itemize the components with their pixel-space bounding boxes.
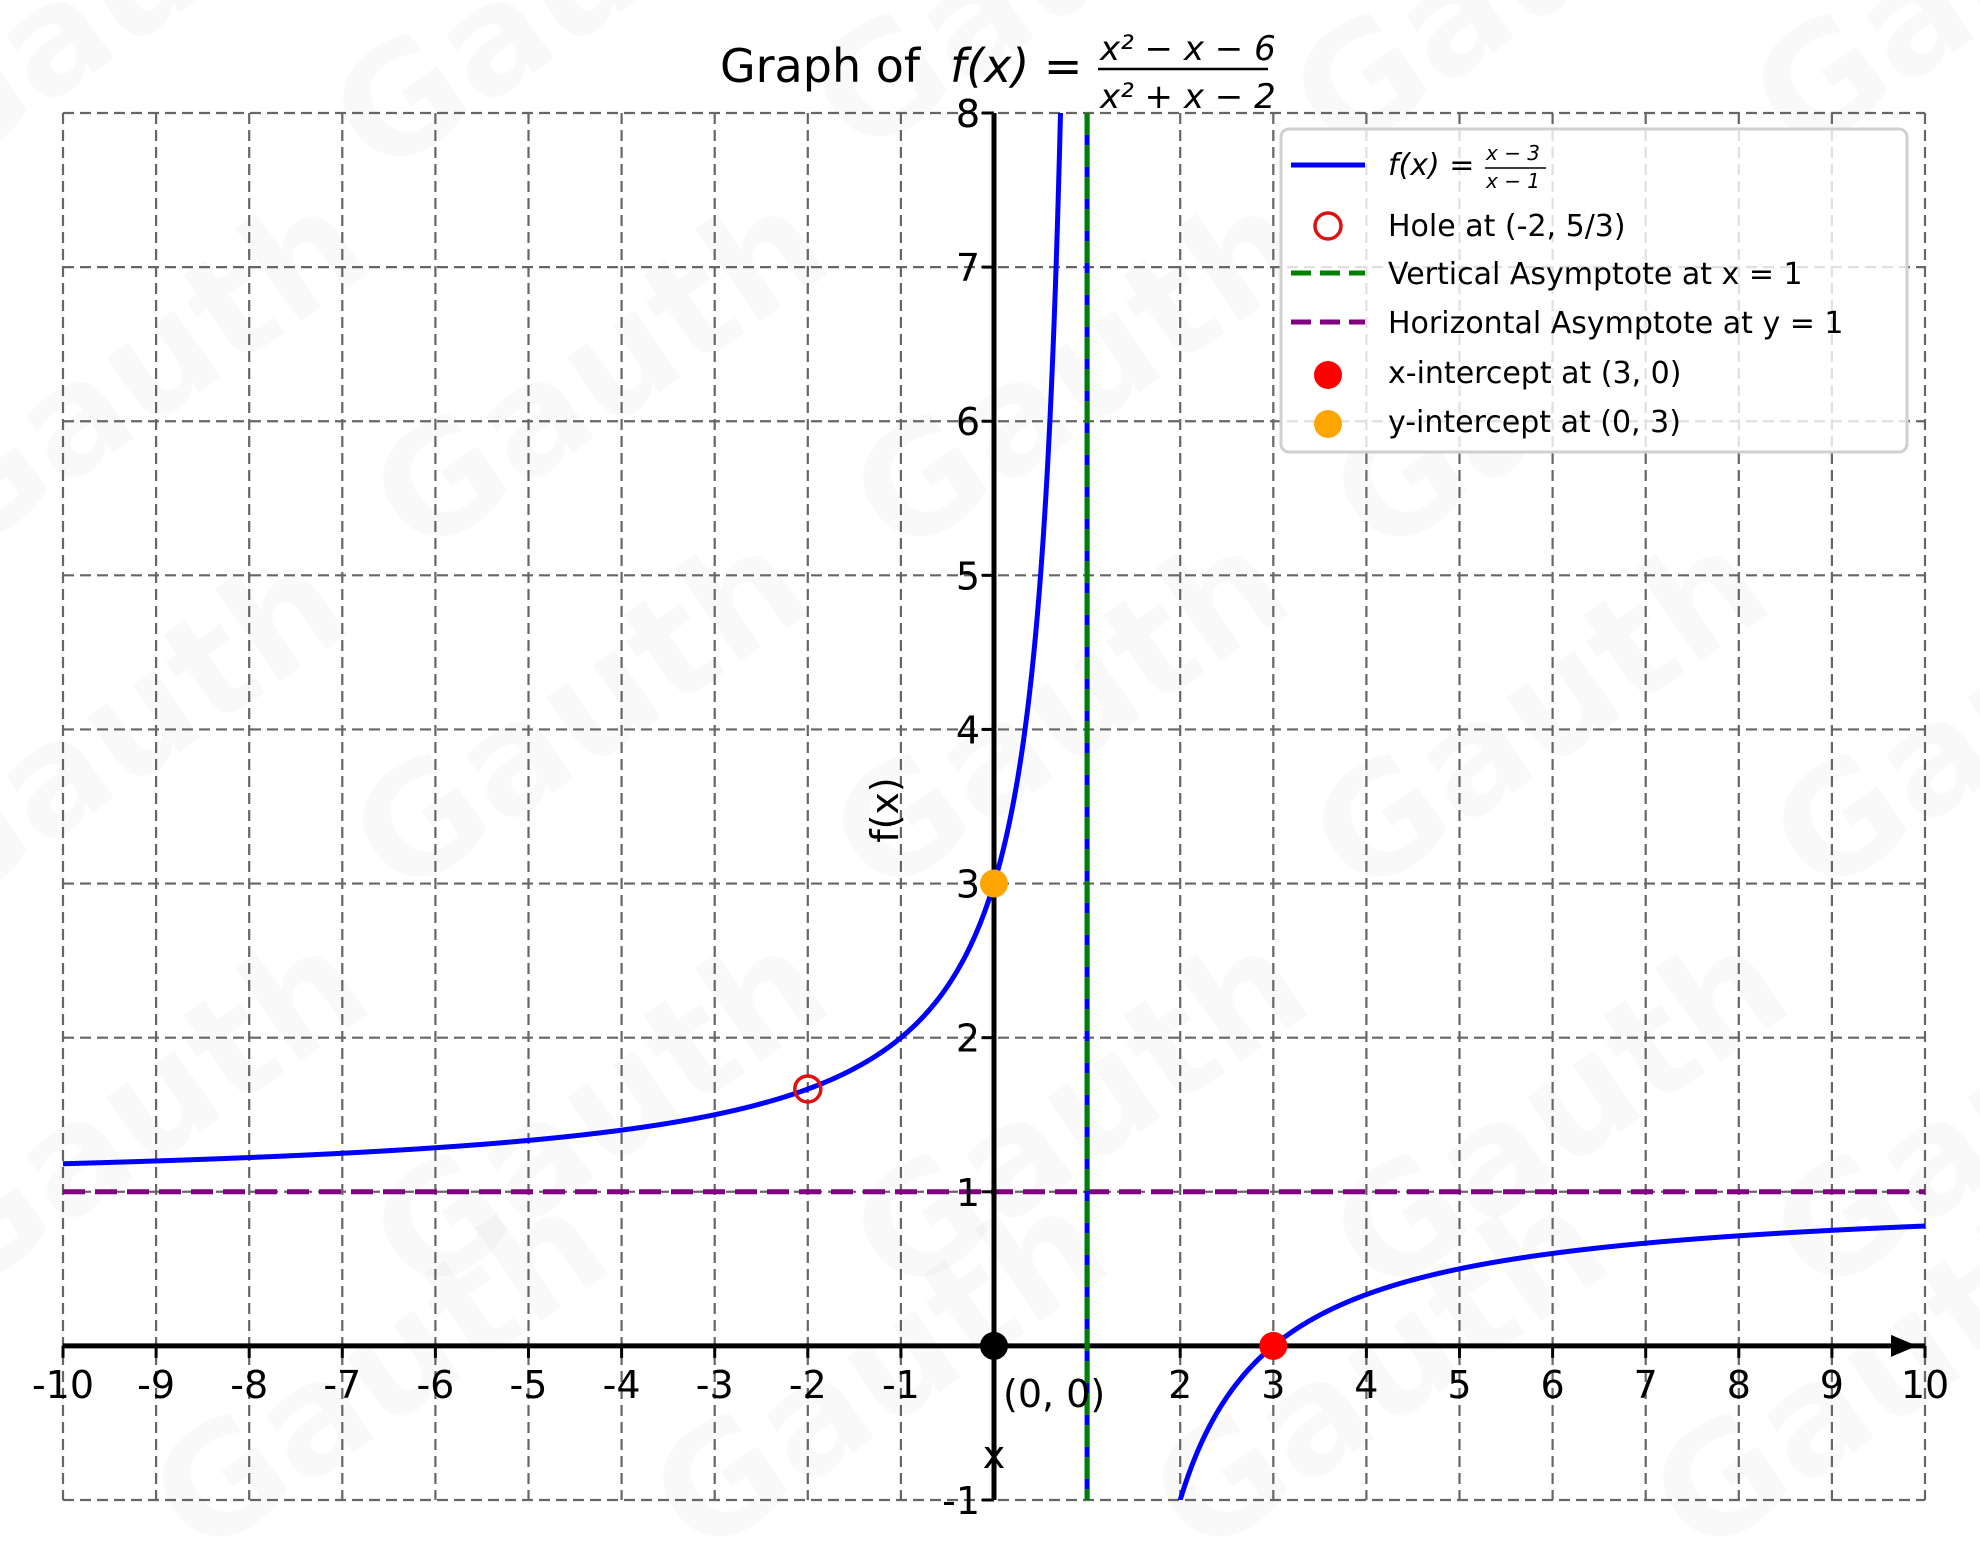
hollow-circle-icon [1313, 211, 1343, 241]
legend-box [1279, 127, 1909, 454]
legend-item-hole: Hole at (-2, 5/3) [1313, 209, 1626, 244]
x-tick-label: 10 [1901, 1363, 1949, 1407]
legend-function-num: x − 3 [1485, 141, 1540, 165]
x-tick-label: -6 [416, 1363, 454, 1407]
y-tick-label: 5 [956, 554, 980, 598]
title-denominator: x² + x − 2 [1099, 77, 1276, 117]
x-tick-label: -7 [323, 1363, 361, 1407]
y-tick-label: 6 [956, 400, 980, 444]
x-axis-arrow-icon [1891, 1334, 1917, 1357]
x-tick-label: 9 [1820, 1363, 1844, 1407]
x-axis-label: x [983, 1433, 1006, 1477]
title-numerator: x² − x − 6 [1099, 29, 1276, 69]
y-tick-label: -1 [942, 1479, 980, 1523]
x-tick-label: -2 [789, 1363, 827, 1407]
x-tick-label: -3 [696, 1363, 734, 1407]
watermark-text: Gauth [801, 495, 1318, 930]
x-tick-label: -5 [510, 1363, 548, 1407]
x-tick-label: 3 [1261, 1363, 1285, 1407]
x-tick-label: -1 [882, 1363, 920, 1407]
x-tick-label: -8 [230, 1363, 268, 1407]
legend-vasym-label: Vertical Asymptote at x = 1 [1388, 257, 1803, 292]
legend-item-x-intercept: x-intercept at (3, 0) [1314, 356, 1681, 391]
watermark-text: Gauth [0, 155, 398, 590]
title-func: f(x) = [950, 39, 1082, 93]
orange-dot-icon [1314, 410, 1342, 438]
legend-yint-label: y-intercept at (0, 3) [1388, 405, 1681, 440]
chart-title: Graph of f(x) = x² − x − 6 x² + x − 2 [720, 29, 1276, 117]
x-tick-label: 7 [1634, 1363, 1658, 1407]
watermark-text: Gauth [821, 155, 1338, 590]
x-tick-label: 2 [1168, 1363, 1192, 1407]
y-tick-label: 3 [956, 863, 980, 907]
y-tick-label: 2 [956, 1017, 980, 1061]
legend-item-vertical-asymptote: Vertical Asymptote at x = 1 [1291, 257, 1803, 292]
origin-marker [980, 1331, 1008, 1360]
legend-hasym-label: Horizontal Asymptote at y = 1 [1388, 306, 1844, 341]
x-tick-label: 6 [1541, 1363, 1565, 1407]
watermark-text: Gauth [341, 155, 858, 590]
hole-marker [793, 1074, 823, 1104]
y-tick-label: 8 [956, 92, 980, 136]
x-tick-label: -10 [32, 1363, 94, 1407]
x-tick-label: 5 [1447, 1363, 1471, 1407]
y-tick-label: 4 [956, 708, 980, 752]
x-tick-label: -4 [603, 1363, 641, 1407]
watermark-text: Gauth [0, 0, 378, 209]
x-tick-label: 4 [1354, 1363, 1378, 1407]
watermark-text: Gauth [1741, 495, 1980, 930]
legend-function-den: x − 1 [1485, 169, 1540, 193]
x-intercept-marker [1259, 1331, 1288, 1360]
legend-item-function: f(x) = x − 3 x − 1 [1291, 141, 1546, 193]
x-tick-label: -9 [137, 1363, 175, 1407]
tick-labels: -10 -9 -8 -7 -6 -5 -4 -3 -2 -1 2 3 4 5 6 7 8 9 10 -1 1 2 3 4 5 6 7… [32, 92, 1949, 1523]
watermark-text: Gauth [321, 495, 838, 930]
legend-item-horizontal-asymptote: Horizontal Asymptote at y = 1 [1291, 306, 1844, 341]
watermark-text: Gauth [0, 895, 398, 1330]
red-dot-icon [1314, 361, 1342, 389]
legend-xint-label: x-intercept at (3, 0) [1388, 356, 1681, 391]
y-tick-label: 7 [956, 246, 980, 290]
y-intercept-marker [980, 869, 1008, 898]
point-markers [793, 869, 1288, 1360]
y-tick-label: 1 [956, 1171, 980, 1215]
legend: f(x) = x − 3 x − 1 Hole at (-2, 5/3) Ver… [1279, 127, 1909, 454]
legend-function-prefix: f(x) = [1388, 148, 1474, 183]
y-axis-label: f(x) [863, 777, 907, 843]
x-tick-label: 8 [1727, 1363, 1751, 1407]
origin-annotation: (0, 0) [1003, 1372, 1105, 1416]
legend-hole-label: Hole at (-2, 5/3) [1388, 209, 1626, 244]
watermark-text: Gauth [1281, 495, 1798, 930]
y-tick-label: 8 [956, 92, 980, 136]
legend-item-y-intercept: y-intercept at (0, 3) [1314, 405, 1681, 440]
title-prefix: Graph of [720, 39, 922, 93]
